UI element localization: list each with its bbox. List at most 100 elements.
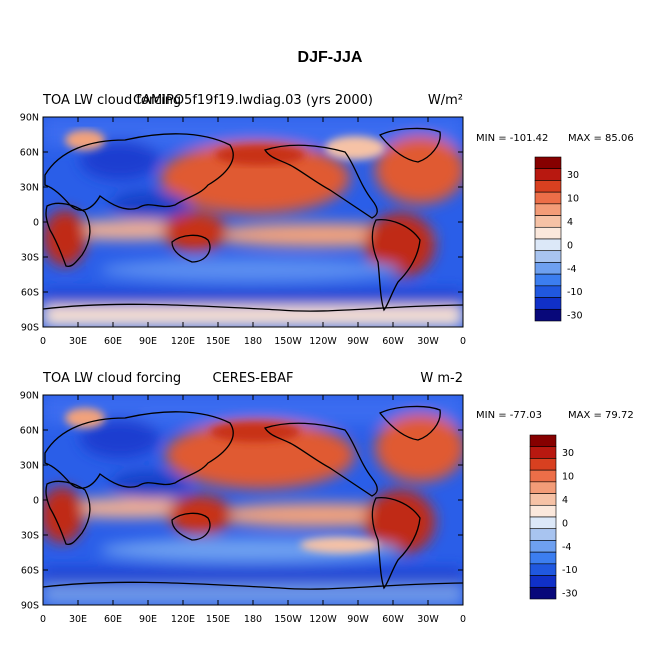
colorbar-swatch [534, 191, 562, 205]
colorbar-swatch [534, 308, 562, 322]
colorbar-label: 10 [567, 194, 579, 205]
lat-tick-label: 90S [21, 601, 39, 612]
lon-tick-label: 150W [274, 336, 302, 347]
colorbar-label: 4 [567, 217, 573, 228]
colorbar-swatch [529, 434, 557, 448]
lat-tick-label: 60S [21, 566, 39, 577]
lat-tick-label: 90N [20, 113, 39, 124]
colorbar: 30 10 4 0 -4 -10 -30 [529, 434, 578, 600]
lon-tick-label: 30W [417, 614, 439, 625]
lon-tick-label: 0 [40, 336, 46, 347]
panel-model: TOA LW cloud forcing CAMIPO5f19f19.lwdia… [20, 93, 634, 347]
colorbar-swatch [534, 180, 562, 193]
lat-tick-label: 60N [20, 426, 39, 437]
map-field [43, 395, 463, 605]
colorbar-label: -30 [567, 311, 583, 322]
panel-left-title: TOA LW cloud forcing [42, 371, 181, 386]
lat-tick-label: 90S [21, 323, 39, 334]
lon-tick-label: 120W [309, 336, 337, 347]
lon-tick-label: 120E [171, 614, 195, 625]
lat-tick-label: 30N [20, 461, 39, 472]
lon-tick-label: 30E [69, 336, 87, 347]
lon-tick-label: 60E [104, 336, 122, 347]
lon-tick-label: 90E [139, 336, 157, 347]
lon-tick-label: 60W [382, 336, 404, 347]
colorbar-swatch [534, 273, 562, 287]
max-label: MAX = 85.06 [568, 133, 634, 144]
lon-tick-label: 60W [382, 614, 404, 625]
colorbar-label: -10 [562, 565, 578, 576]
lon-tick-label: 90E [139, 614, 157, 625]
map-field [43, 117, 463, 327]
colorbar-swatch [534, 262, 562, 275]
lon-tick-label: 0 [460, 614, 466, 625]
colorbar-swatch [529, 458, 557, 471]
colorbar-swatch [529, 528, 557, 541]
colorbar-swatch [534, 226, 562, 240]
min-label: MIN = -77.03 [476, 410, 542, 421]
panel-left-title: TOA LW cloud forcing [42, 93, 181, 108]
colorbar-label: -4 [562, 542, 571, 553]
lon-tick-label: 90W [347, 336, 369, 347]
colorbar-swatch [534, 250, 562, 263]
colorbar-swatch [534, 168, 562, 181]
lon-tick-label: 180 [244, 614, 262, 625]
lon-tick-label: 30E [69, 614, 87, 625]
min-label: MIN = -101.42 [476, 133, 548, 144]
colorbar-swatch [529, 504, 557, 518]
panel-center-title: CERES-EBAF [213, 371, 294, 386]
lon-tick-label: 30W [417, 336, 439, 347]
lat-tick-label: 60S [21, 288, 39, 299]
colorbar-swatch [534, 285, 562, 298]
lon-tick-label: 150E [206, 614, 230, 625]
colorbar-label: 0 [567, 240, 573, 251]
lat-tick-label: 0 [33, 218, 39, 229]
figure-title: DJF-JJA [298, 49, 363, 66]
coastlines [43, 405, 463, 590]
colorbar-label: -10 [567, 287, 583, 298]
colorbar-swatch [529, 493, 557, 506]
lon-tick-label: 150W [274, 614, 302, 625]
colorbar-swatch [529, 551, 557, 565]
colorbar-label: -4 [567, 264, 576, 275]
colorbar-label: -30 [562, 589, 578, 600]
coastlines [43, 127, 463, 312]
colorbar-label: 0 [562, 518, 568, 529]
lon-tick-label: 90W [347, 614, 369, 625]
colorbar-label: 30 [562, 448, 574, 459]
lon-tick-label: 0 [40, 614, 46, 625]
panel-units: W/m² [428, 93, 463, 108]
lon-tick-label: 60E [104, 614, 122, 625]
colorbar-swatch [534, 203, 562, 216]
colorbar-label: 4 [562, 495, 568, 506]
panel-center-title: CAMIPO5f19f19.lwdiag.03 (yrs 2000) [133, 93, 373, 108]
colorbar-swatch [534, 297, 562, 310]
colorbar-swatch [529, 563, 557, 576]
lat-tick-label: 30S [21, 253, 39, 264]
colorbar-label: 30 [567, 170, 579, 181]
lon-tick-label: 180 [244, 336, 262, 347]
panel-units: W m-2 [420, 371, 463, 386]
colorbar-swatch [529, 575, 557, 588]
colorbar-swatch [534, 156, 562, 170]
lon-tick-label: 120W [309, 614, 337, 625]
lat-tick-label: 0 [33, 496, 39, 507]
colorbar-swatch [529, 469, 557, 483]
colorbar-swatch [529, 586, 557, 600]
colorbar-swatch [534, 238, 562, 252]
colorbar-label: 10 [562, 472, 574, 483]
lat-tick-label: 30N [20, 183, 39, 194]
lat-tick-label: 30S [21, 531, 39, 542]
lat-tick-label: 60N [20, 148, 39, 159]
max-label: MAX = 79.72 [568, 410, 634, 421]
colorbar-swatch [529, 481, 557, 494]
lon-tick-label: 0 [460, 336, 466, 347]
lon-tick-label: 150E [206, 336, 230, 347]
colorbar-swatch [529, 446, 557, 459]
panel-obs: TOA LW cloud forcing CERES-EBAF W m-2 [20, 371, 634, 625]
colorbar-swatch [529, 540, 557, 553]
lon-tick-label: 120E [171, 336, 195, 347]
